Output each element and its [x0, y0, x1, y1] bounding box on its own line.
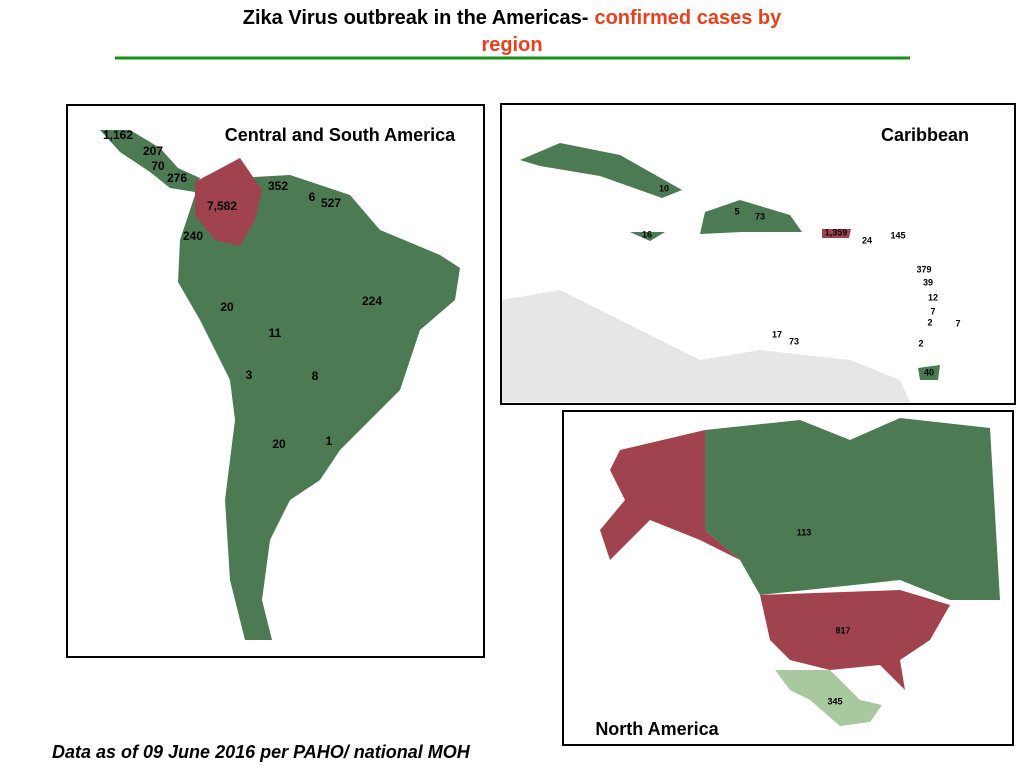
case-count: 240	[183, 229, 203, 243]
title-highlight-line2: region	[481, 34, 542, 56]
case-count: 20	[272, 437, 286, 451]
case-count: 20	[220, 300, 234, 314]
panel-title: North America	[595, 719, 719, 739]
map-south-america	[100, 130, 460, 640]
map-caribbean	[502, 143, 940, 402]
case-count: 8	[312, 369, 319, 383]
case-count: 7,582	[207, 199, 237, 213]
case-count: 345	[827, 696, 842, 706]
case-count: 352	[268, 179, 288, 193]
case-count: 73	[755, 211, 765, 221]
case-count: 17	[772, 329, 782, 339]
case-count: 73	[789, 336, 799, 346]
case-count: 1,359	[825, 227, 848, 237]
footer: Data as of 09 June 2016 per PAHO/ nation…	[52, 742, 471, 762]
case-count: 276	[167, 171, 187, 185]
case-count: 16	[642, 229, 652, 239]
case-count: 2	[927, 317, 932, 327]
title: Zika Virus outbreak in the Americas-conf…	[243, 7, 782, 29]
case-count: 10	[659, 183, 669, 193]
case-count: 379	[916, 264, 931, 274]
case-count: 7	[955, 318, 960, 328]
title-main: Zika Virus outbreak in the Americas-	[243, 7, 589, 29]
panel-title: Caribbean	[881, 125, 969, 145]
case-count: 3	[246, 368, 253, 382]
case-count: 224	[362, 294, 382, 308]
case-count: 6	[309, 190, 316, 204]
case-count: 11	[269, 326, 282, 340]
case-count: 145	[890, 230, 905, 240]
case-count: 527	[321, 196, 341, 210]
title-highlight: confirmed cases by	[594, 7, 782, 29]
map-north-america	[600, 418, 1000, 726]
case-count: 5	[734, 206, 739, 216]
case-count: 12	[928, 292, 938, 302]
case-count: 24	[862, 235, 872, 245]
case-count: 40	[924, 367, 934, 377]
case-count: 1,162	[103, 128, 133, 142]
case-count: 207	[143, 144, 163, 158]
case-count: 113	[797, 527, 812, 537]
case-count: 817	[835, 625, 850, 635]
case-count: 39	[923, 277, 933, 287]
case-count: 7	[930, 306, 935, 316]
case-count: 1	[326, 434, 333, 448]
case-count: 2	[918, 338, 923, 348]
case-count: 70	[151, 159, 165, 173]
panel-title: Central and South America	[225, 125, 456, 145]
